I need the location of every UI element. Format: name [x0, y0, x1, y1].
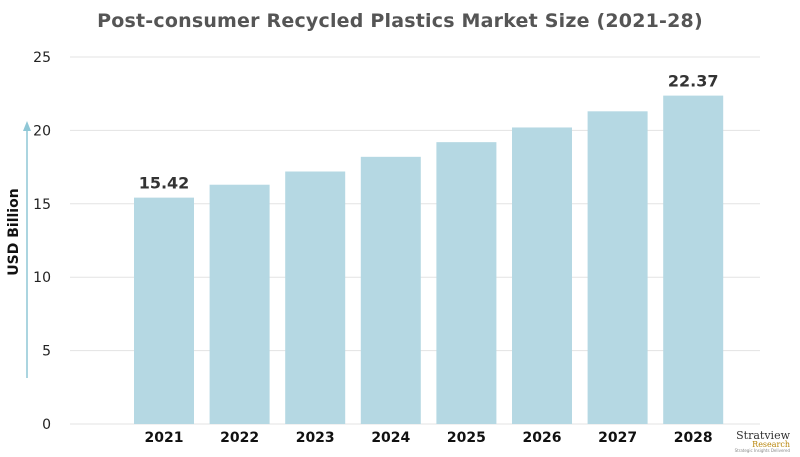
y-tick-label: 25 — [33, 50, 51, 66]
data-labels: 15.42 22.37 — [139, 72, 719, 193]
y-tick-label: 5 — [42, 344, 51, 360]
bar-2026 — [512, 127, 572, 425]
y-tick-label: 0 — [42, 417, 51, 433]
logo-sub: Research — [752, 440, 790, 449]
logo-tagline: Strategic Insights Delivered — [734, 448, 790, 453]
bar-2021 — [134, 197, 194, 424]
bar-2023 — [285, 171, 346, 424]
bar-2027 — [587, 111, 648, 424]
chart-title: Post-consumer Recycled Plastics Market S… — [97, 10, 703, 32]
y-tick-label: 20 — [33, 123, 51, 139]
y-tick-labels: 0 5 10 15 20 25 — [33, 50, 51, 433]
y-tick-label: 15 — [33, 197, 51, 213]
x-tick-label: 2028 — [674, 430, 713, 446]
x-tick-label: 2022 — [220, 430, 259, 446]
bar-2028 — [663, 95, 724, 424]
data-label-2028: 22.37 — [668, 72, 719, 91]
x-tick-labels: 2021 2022 2023 2024 2025 2026 2027 2028 — [145, 430, 713, 446]
x-tick-label: 2023 — [296, 430, 335, 446]
stratview-logo: Stratview Research Strategic Insights De… — [735, 430, 790, 453]
x-tick-label: 2021 — [145, 430, 184, 446]
y-tick-label: 10 — [33, 270, 51, 286]
x-tick-label: 2027 — [598, 430, 637, 446]
logo-name: Stratview — [736, 429, 790, 442]
x-tick-label: 2024 — [371, 430, 410, 446]
bar-2024 — [360, 156, 421, 424]
bars — [134, 95, 724, 425]
y-axis-arrow — [23, 121, 31, 378]
data-label-2021: 15.42 — [139, 174, 190, 193]
arrow-head — [23, 121, 31, 131]
x-tick-label: 2025 — [447, 430, 486, 446]
bar-2025 — [436, 142, 497, 425]
bar-2022 — [209, 184, 270, 424]
x-tick-label: 2026 — [523, 430, 562, 446]
